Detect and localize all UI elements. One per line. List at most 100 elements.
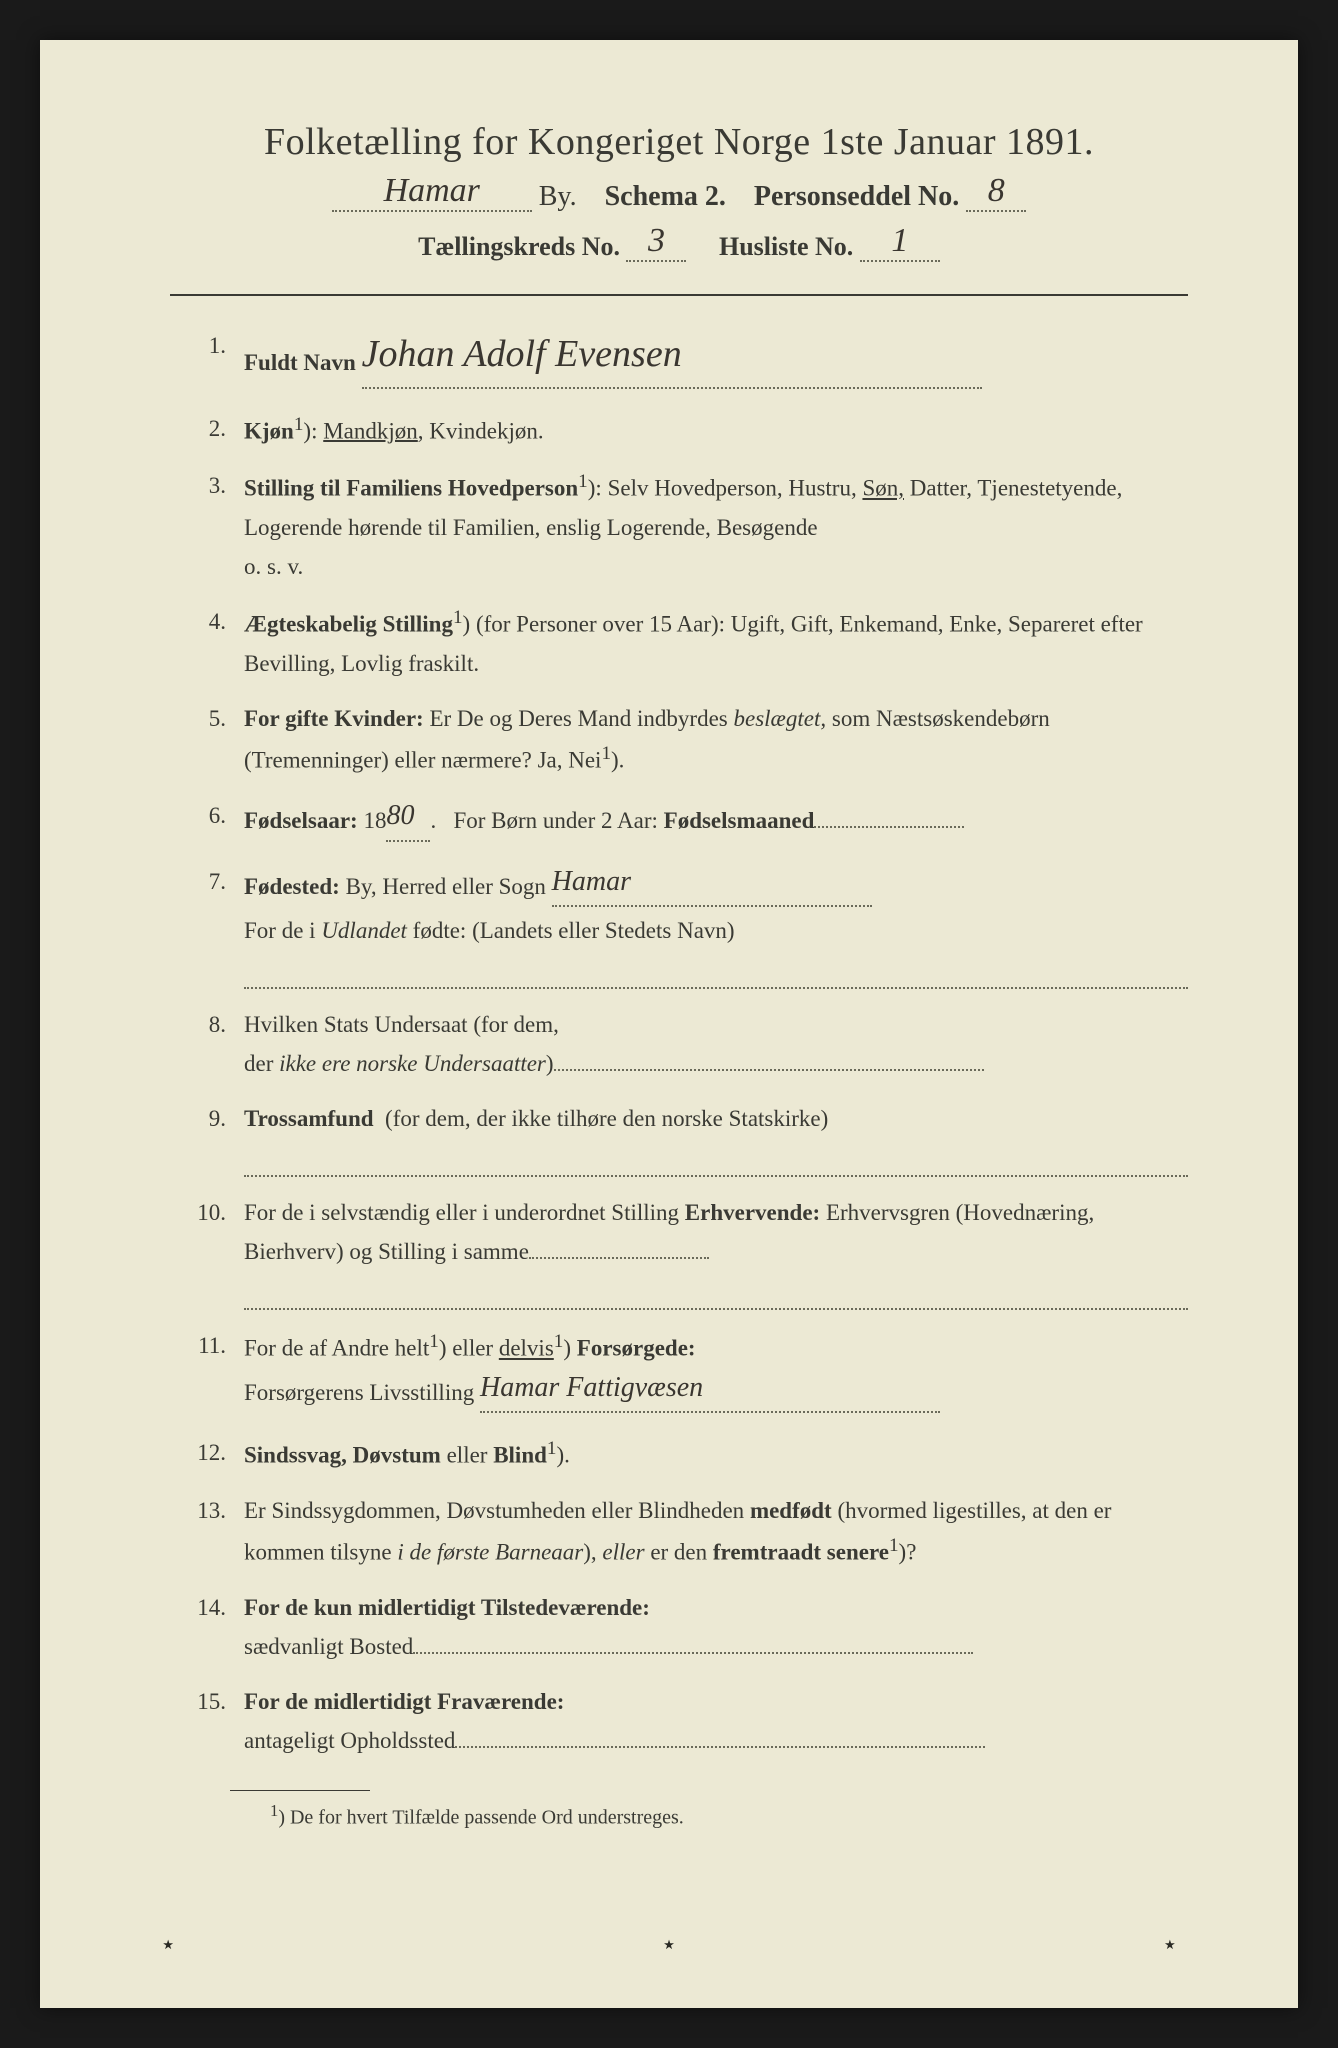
item-5-text1: Er De og Deres Mand indbyrdes bbox=[429, 706, 727, 731]
item-5-end: ). bbox=[611, 748, 624, 773]
item-1-label: Fuldt Navn bbox=[244, 350, 356, 375]
item-9-num: 9. bbox=[170, 1099, 244, 1177]
by-handwritten: Hamar bbox=[332, 172, 532, 212]
item-4: 4. Ægteskabelig Stilling1) (for Personer… bbox=[170, 602, 1188, 683]
item-4-num: 4. bbox=[170, 602, 244, 683]
header-separator bbox=[170, 294, 1188, 296]
item-9: 9. Trossamfund (for dem, der ikke tilhør… bbox=[170, 1099, 1188, 1177]
item-2-underlined: Mandkjøn bbox=[323, 418, 418, 443]
footnote-text: ) De for hvert Tilfælde passende Ord und… bbox=[278, 1807, 683, 1829]
personseddel-no: 8 bbox=[966, 172, 1026, 212]
item-13-italic1: i de første Barneaar bbox=[397, 1540, 583, 1565]
item-6-prefix: 18 bbox=[363, 808, 386, 833]
item-15-body: For de midlertidigt Fraværende: antageli… bbox=[244, 1682, 1188, 1760]
item-3-underlined: Søn, bbox=[862, 476, 904, 501]
item-5-sup: 1 bbox=[601, 743, 611, 764]
item-6-blank bbox=[814, 826, 964, 828]
item-1-body: Fuldt Navn Johan Adolf Evensen bbox=[244, 326, 1188, 393]
item-10-blank1 bbox=[529, 1257, 709, 1259]
item-13-italic2: eller bbox=[602, 1540, 644, 1565]
item-4-sup: 1 bbox=[453, 607, 463, 628]
item-15-label: For de midlertidigt Fraværende: bbox=[244, 1689, 564, 1714]
kreds-label: Tællingskreds No. bbox=[418, 232, 620, 261]
item-12-num: 12. bbox=[170, 1433, 244, 1475]
item-11-underlined: delvis bbox=[499, 1336, 554, 1361]
item-3-osv: o. s. v. bbox=[244, 554, 303, 579]
item-12-end: ). bbox=[557, 1443, 570, 1468]
item-7-value: Hamar bbox=[552, 866, 631, 897]
item-7-italic: Udlandet bbox=[321, 918, 407, 943]
item-9-text: (for dem, der ikke tilhøre den norske St… bbox=[385, 1106, 828, 1131]
item-5-italic1: beslægtet, bbox=[733, 706, 826, 731]
scan-background: Folketælling for Kongeriget Norge 1ste J… bbox=[0, 0, 1338, 2048]
item-11-sup1: 1 bbox=[429, 1331, 439, 1352]
item-10: 10. For de i selvstændig eller i underor… bbox=[170, 1193, 1188, 1310]
item-9-blank-line bbox=[244, 1138, 1188, 1177]
item-10-text1: For de i selvstændig eller i underordnet… bbox=[244, 1200, 679, 1225]
item-13-bold1: medfødt bbox=[750, 1498, 832, 1523]
item-6-num: 6. bbox=[170, 796, 244, 846]
item-10-num: 10. bbox=[170, 1193, 244, 1310]
item-11-text3: ) bbox=[563, 1336, 571, 1361]
form-subtitle-1: Hamar By. Schema 2. Personseddel No. 8 bbox=[170, 176, 1188, 216]
item-8-num: 8. bbox=[170, 1005, 244, 1083]
item-1-value: Johan Adolf Evensen bbox=[362, 322, 682, 387]
item-7-num: 7. bbox=[170, 862, 244, 989]
item-15-blank bbox=[455, 1746, 985, 1748]
item-3-sup: 1 bbox=[578, 471, 588, 492]
item-2: 2. Kjøn1): Mandkjøn, Kvindekjøn. bbox=[170, 409, 1188, 451]
item-11: 11. For de af Andre helt1) eller delvis1… bbox=[170, 1326, 1188, 1417]
item-13-sup: 1 bbox=[889, 1535, 899, 1556]
item-12-sup: 1 bbox=[547, 1438, 557, 1459]
form-items: 1. Fuldt Navn Johan Adolf Evensen 2. Kjø… bbox=[170, 326, 1188, 1760]
item-15-num: 15. bbox=[170, 1682, 244, 1760]
by-label: By. bbox=[539, 181, 577, 212]
item-13-text3: ), bbox=[583, 1540, 596, 1565]
item-2-body: Kjøn1): Mandkjøn, Kvindekjøn. bbox=[244, 409, 1188, 451]
footnote: 1) De for hvert Tilfælde passende Ord un… bbox=[270, 1801, 1188, 1830]
item-12-label: Sindssvag, Døvstum bbox=[244, 1443, 441, 1468]
item-13: 13. Er Sindssygdommen, Døvstumheden elle… bbox=[170, 1491, 1188, 1572]
item-14-blank bbox=[413, 1652, 973, 1654]
item-5-num: 5. bbox=[170, 699, 244, 780]
item-8-italic: ikke ere norske Undersaatter bbox=[279, 1051, 546, 1076]
item-6-year: 80 bbox=[386, 792, 430, 842]
item-8: 8. Hvilken Stats Undersaat (for dem, der… bbox=[170, 1005, 1188, 1083]
item-6-label2: Fødselsmaaned bbox=[664, 808, 815, 833]
item-5-label: For gifte Kvinder: bbox=[244, 706, 424, 731]
item-8-text1: Hvilken Stats Undersaat (for dem, bbox=[244, 1012, 559, 1037]
item-14-label: For de kun midlertidigt Tilstedeværende: bbox=[244, 1595, 650, 1620]
item-8-body: Hvilken Stats Undersaat (for dem, der ik… bbox=[244, 1005, 1188, 1083]
form-title: Folketælling for Kongeriget Norge 1ste J… bbox=[170, 120, 1188, 164]
item-1: 1. Fuldt Navn Johan Adolf Evensen bbox=[170, 326, 1188, 393]
husliste-no: 1 bbox=[860, 222, 940, 262]
item-14-body: For de kun midlertidigt Tilstedeværende:… bbox=[244, 1588, 1188, 1666]
item-4-label: Ægteskabelig Stilling bbox=[244, 612, 453, 637]
item-11-text2: ) eller bbox=[439, 1336, 499, 1361]
item-5: 5. For gifte Kvinder: Er De og Deres Man… bbox=[170, 699, 1188, 780]
item-12-text: eller bbox=[447, 1443, 488, 1468]
item-2-num: 2. bbox=[170, 409, 244, 451]
item-7: 7. Fødested: By, Herred eller Sogn Hamar… bbox=[170, 862, 1188, 989]
item-6-label: Fødselsaar: bbox=[244, 808, 358, 833]
item-13-text1: Er Sindssygdommen, Døvstumheden eller Bl… bbox=[244, 1498, 744, 1523]
item-11-line2: Forsørgerens Livsstilling bbox=[244, 1380, 474, 1405]
pin-mark-center: ⋆ bbox=[661, 1930, 677, 1960]
item-2-sup: 1 bbox=[294, 414, 304, 435]
item-3-num: 3. bbox=[170, 466, 244, 586]
footnote-rule bbox=[230, 1790, 370, 1791]
husliste-label: Husliste No. bbox=[719, 232, 853, 261]
item-12-label2: Blind bbox=[493, 1443, 547, 1468]
item-15-line2: antageligt Opholdssted bbox=[244, 1728, 455, 1753]
item-9-label: Trossamfund bbox=[244, 1106, 374, 1131]
item-3-body: Stilling til Familiens Hovedperson1): Se… bbox=[244, 466, 1188, 586]
item-6: 6. Fødselsaar: 1880. For Børn under 2 Aa… bbox=[170, 796, 1188, 846]
item-7-text2: For de i bbox=[244, 918, 316, 943]
item-10-body: For de i selvstændig eller i underordnet… bbox=[244, 1193, 1188, 1310]
item-4-paren: (for Personer over 15 Aar): bbox=[476, 612, 725, 637]
item-11-sup2: 1 bbox=[554, 1331, 564, 1352]
item-11-body: For de af Andre helt1) eller delvis1) Fo… bbox=[244, 1326, 1188, 1417]
item-13-body: Er Sindssygdommen, Døvstumheden eller Bl… bbox=[244, 1491, 1188, 1572]
item-6-text2: For Børn under 2 Aar: bbox=[453, 808, 657, 833]
item-10-bold: Erhvervende: bbox=[685, 1200, 820, 1225]
